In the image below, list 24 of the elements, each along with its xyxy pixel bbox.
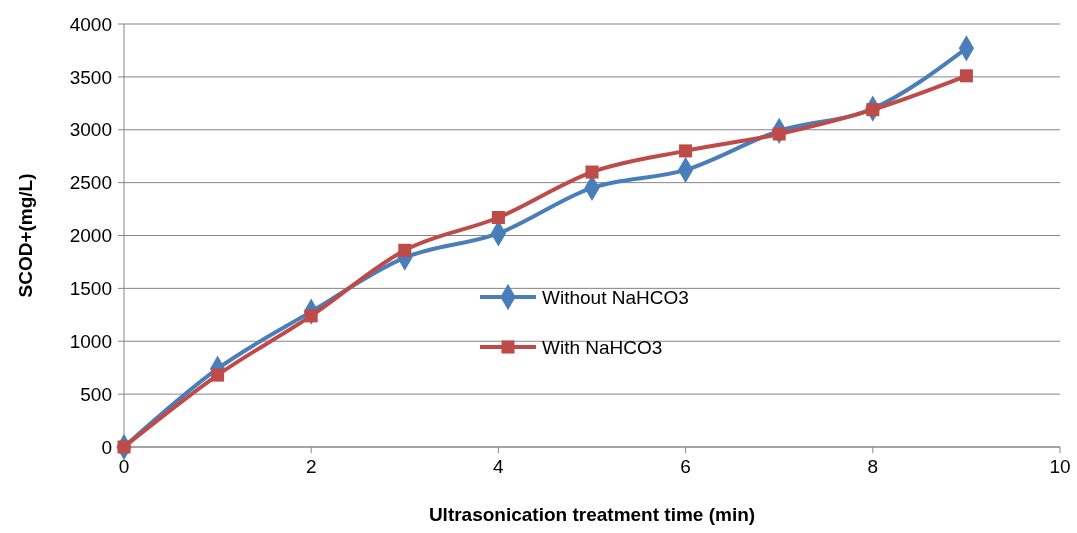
y-axis-title: SCOD+(mg/L) [15,173,36,298]
x-axis-title: Ultrasonication treatment time (min) [428,504,756,525]
point [585,165,599,179]
y-tick-label: 2500 [69,172,112,194]
point [398,243,412,257]
y-tick-label: 1000 [69,330,112,352]
y-tick-label: 500 [80,383,112,405]
legend-label: Without NaHCO3 [542,286,689,308]
point [491,211,505,225]
y-tick-label: 3000 [69,119,112,141]
point [959,69,973,83]
y-tick-label: 0 [101,436,112,458]
legend-label: With NaHCO3 [542,336,663,358]
x-tick-label: 10 [1049,456,1071,477]
y-tick-label: 2000 [69,225,112,247]
point [679,144,693,158]
y-tick-label: 1500 [69,278,112,300]
x-tick-label: 0 [118,456,130,477]
y-tick-label: 3500 [69,66,112,88]
y-tick-label: 4000 [69,13,112,35]
x-tick-label: 8 [867,456,879,477]
x-tick-label: 4 [493,456,505,477]
x-tick-label: 6 [680,456,691,477]
x-tick-label: 2 [305,456,317,477]
